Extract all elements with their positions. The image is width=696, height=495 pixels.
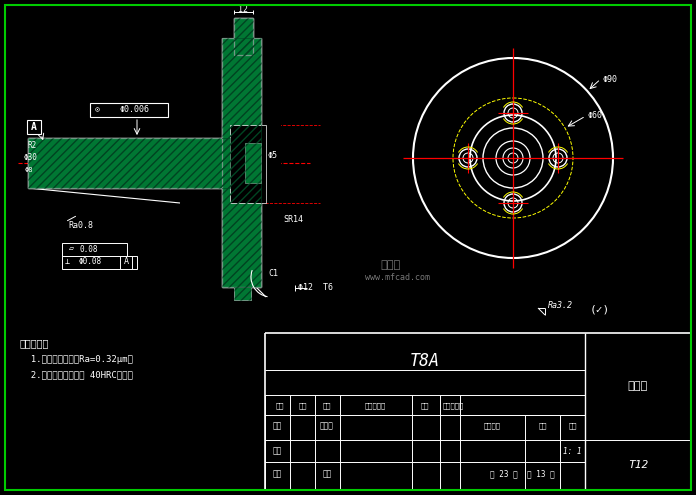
Bar [62,256,137,269]
Bar [120,256,132,269]
Text: T8A: T8A [410,352,440,370]
Text: C1: C1 [268,268,278,278]
Text: 12: 12 [238,5,248,14]
Text: ⊙: ⊙ [95,105,100,114]
Text: Φ5: Φ5 [268,150,278,159]
Bar [245,143,261,183]
Text: 签名: 签名 [421,403,429,409]
Text: 标记: 标记 [276,403,284,409]
Text: R2: R2 [28,141,38,149]
Text: ⊥: ⊥ [65,257,70,266]
Text: 技术要求：: 技术要求： [20,338,49,348]
Bar [222,38,261,287]
Text: Φ0.006: Φ0.006 [119,105,149,114]
Text: 阶段标记: 阶段标记 [484,423,501,429]
Text: www.mfcad.com: www.mfcad.com [365,274,430,283]
Text: 分区: 分区 [323,403,331,409]
Bar [230,125,266,203]
Bar [234,18,253,55]
Bar [28,138,230,188]
Text: SR14: SR14 [283,215,303,225]
Text: 批准: 批准 [322,469,331,479]
Text: A: A [123,257,129,266]
Bar [234,287,251,300]
Text: Ra3.2: Ra3.2 [548,300,573,309]
Text: 1: 1: 1: 1 [563,446,582,455]
Text: Φ12  T6: Φ12 T6 [298,284,333,293]
Text: Ra0.8: Ra0.8 [68,220,93,230]
Text: 年、月、日: 年、月、日 [443,403,464,409]
Text: 设计: 设计 [272,422,282,431]
Bar [234,287,251,300]
Text: A: A [31,122,37,132]
Text: Φ30: Φ30 [24,153,38,162]
Text: (✓): (✓) [590,305,610,315]
Bar [90,103,168,117]
Text: 工艺: 工艺 [272,469,282,479]
Text: 单核: 单核 [272,446,282,455]
Bar [222,38,261,287]
Text: 共 23 张  第 13 张: 共 23 张 第 13 张 [490,469,555,479]
Text: 标准化: 标准化 [320,422,334,431]
Bar [234,18,253,55]
Bar [27,120,41,134]
Text: Φ90: Φ90 [603,75,617,84]
Text: Φ0.08: Φ0.08 [79,257,102,266]
Bar [62,243,127,256]
Text: 沐风网: 沐风网 [380,260,400,270]
Bar [245,143,261,183]
Text: 处数: 处数 [299,403,307,409]
Text: Φ8: Φ8 [25,167,33,173]
Text: 洗口喔: 洗口喔 [628,382,648,392]
Text: 比例: 比例 [568,423,577,429]
Bar [28,138,230,188]
Text: ▱: ▱ [69,245,74,253]
Text: 1.表面粗糙度达到Ra=0.32μm；: 1.表面粗糙度达到Ra=0.32μm； [20,355,133,364]
Text: 2.热处理后硬度达到 40HRC以上。: 2.热处理后硬度达到 40HRC以上。 [20,370,133,380]
Text: T12: T12 [628,460,648,470]
Bar [261,125,281,203]
Text: 更改文件号: 更改文件号 [365,403,386,409]
Text: 重量: 重量 [538,423,547,429]
Text: 0.08: 0.08 [79,245,97,253]
Text: Φ60: Φ60 [587,111,603,120]
